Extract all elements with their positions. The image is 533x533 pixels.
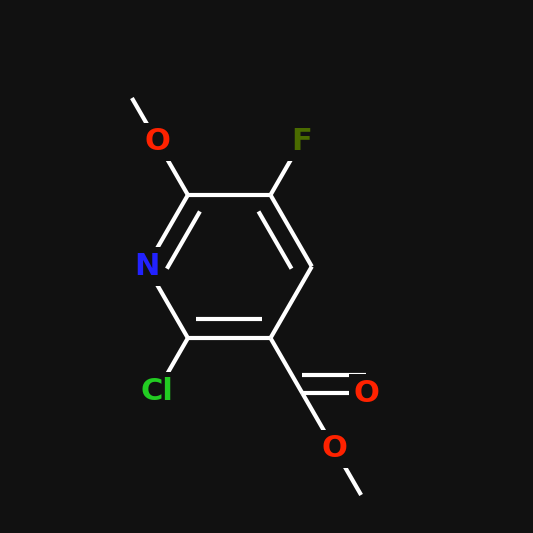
- Text: O: O: [144, 127, 170, 156]
- Text: N: N: [134, 252, 159, 281]
- Text: O: O: [353, 379, 379, 408]
- Text: Cl: Cl: [141, 377, 174, 406]
- Text: O: O: [321, 434, 348, 463]
- Text: F: F: [291, 127, 311, 156]
